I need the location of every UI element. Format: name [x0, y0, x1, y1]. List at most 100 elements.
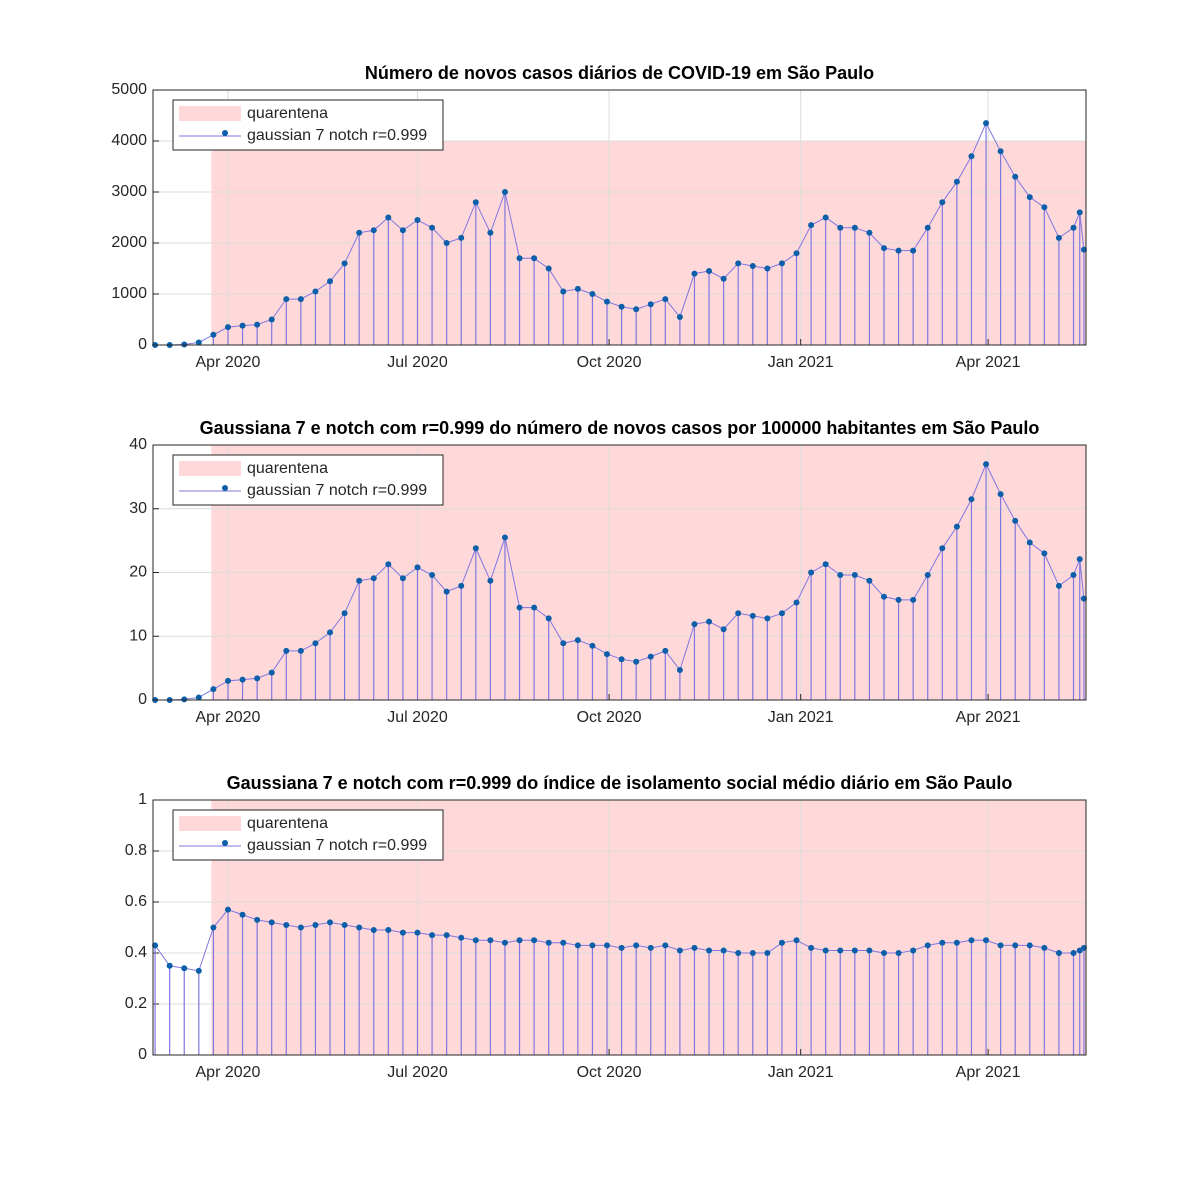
marker: [647, 944, 654, 951]
marker: [531, 255, 538, 262]
marker: [880, 245, 887, 252]
x-tick-label: Apr 2021: [956, 354, 1021, 371]
marker: [327, 278, 334, 285]
marker: [414, 929, 421, 936]
marker: [618, 656, 625, 663]
x-tick-label: Jan 2021: [768, 709, 834, 726]
y-tick-label: 0.2: [125, 995, 147, 1012]
marker: [472, 937, 479, 944]
marker: [764, 615, 771, 622]
marker: [224, 677, 231, 684]
marker: [1026, 942, 1033, 949]
marker: [880, 950, 887, 956]
marker: [1041, 204, 1048, 211]
marker: [254, 321, 261, 328]
marker: [676, 313, 683, 320]
marker: [356, 924, 363, 931]
marker: [1026, 539, 1033, 546]
y-tick-label: 3000: [111, 183, 147, 200]
marker: [472, 545, 479, 552]
marker: [1055, 234, 1062, 241]
marker: [399, 575, 406, 582]
marker: [516, 255, 523, 262]
marker: [297, 924, 304, 931]
legend-label: gaussian 7 notch r=0.999: [247, 127, 427, 144]
marker: [720, 626, 727, 633]
marker: [254, 675, 261, 682]
legend-label: gaussian 7 notch r=0.999: [247, 837, 427, 854]
marker: [706, 618, 713, 625]
marker: [443, 588, 450, 595]
marker: [1012, 173, 1019, 180]
marker: [808, 944, 815, 951]
marker: [327, 919, 334, 926]
marker: [822, 561, 829, 568]
x-tick-label: Jul 2020: [387, 354, 448, 371]
marker: [414, 217, 421, 224]
legend-label: quarentena: [247, 815, 328, 832]
legend-swatch: [179, 106, 241, 121]
marker: [793, 599, 800, 606]
marker: [239, 322, 246, 329]
marker: [691, 621, 698, 628]
marker: [589, 942, 596, 949]
axes-box: [152, 444, 1087, 701]
marker: [633, 306, 640, 313]
marker: [589, 291, 596, 297]
marker: [181, 696, 188, 703]
marker: [1012, 517, 1019, 524]
x-tick-label: Oct 2020: [577, 354, 642, 371]
marker: [983, 120, 990, 127]
marker: [822, 947, 829, 954]
y-tick-label: 0.8: [125, 842, 147, 859]
marker: [968, 153, 975, 160]
x-tick-label: Apr 2020: [196, 1064, 261, 1081]
marker: [924, 942, 931, 949]
legend-label: gaussian 7 notch r=0.999: [247, 482, 427, 499]
marker: [720, 947, 727, 954]
legend-label: quarentena: [247, 105, 328, 122]
chart-title: Gaussiana 7 e notch com r=0.999 do índic…: [227, 773, 1013, 793]
marker: [370, 927, 377, 934]
marker: [953, 939, 960, 946]
marker: [239, 911, 246, 918]
marker: [574, 637, 581, 644]
x-tick-label: Jan 2021: [768, 1064, 834, 1081]
marker: [487, 577, 494, 584]
y-tick-label: 2000: [111, 234, 147, 251]
marker: [341, 610, 348, 617]
marker: [953, 523, 960, 530]
marker: [429, 572, 436, 579]
legend-swatch: [179, 816, 241, 831]
marker: [312, 640, 319, 647]
marker: [458, 234, 465, 241]
marker: [735, 260, 742, 267]
marker: [983, 937, 990, 944]
marker: [152, 942, 159, 949]
y-tick-label: 40: [129, 436, 147, 453]
marker: [851, 947, 858, 954]
marker: [560, 640, 567, 647]
marker: [1076, 556, 1083, 563]
marker: [895, 247, 902, 254]
marker: [749, 612, 756, 619]
marker: [268, 316, 275, 323]
subplot: 0 1000 2000 3000 4000 5000 Apr 2020 Jul 2020 Oct…: [111, 63, 1087, 371]
marker: [633, 658, 640, 665]
x-tick-label: Apr 2021: [956, 709, 1021, 726]
marker: [443, 932, 450, 939]
marker: [297, 647, 304, 654]
marker: [443, 240, 450, 246]
marker: [399, 227, 406, 234]
x-tick-label: Apr 2020: [196, 354, 261, 371]
legend-marker: [222, 840, 228, 846]
marker: [560, 288, 567, 295]
legend-marker: [222, 485, 228, 491]
marker: [895, 596, 902, 603]
marker: [997, 491, 1004, 498]
marker: [924, 224, 931, 231]
marker: [195, 339, 202, 346]
marker: [181, 341, 188, 348]
marker: [370, 575, 377, 582]
marker: [662, 647, 669, 654]
